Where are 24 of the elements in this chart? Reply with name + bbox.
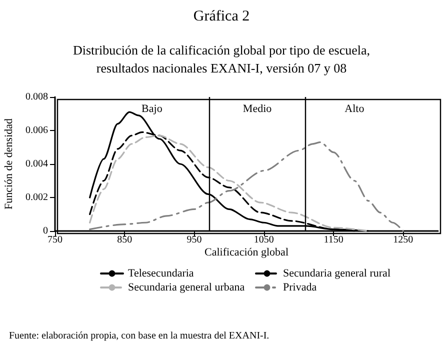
x-tick-label: 1150 xyxy=(324,234,344,246)
y-tick-label: 0.008 xyxy=(26,92,48,102)
x-tick-label: 750 xyxy=(48,234,62,246)
x-tick-label: 850 xyxy=(117,234,132,246)
annotation: Bajo xyxy=(142,103,163,115)
y-tick-label: 0 xyxy=(43,226,48,236)
x-tick-label: 1050 xyxy=(254,234,274,246)
chart-title: Gráfica 2 xyxy=(193,8,250,24)
y-tick-label: 0.004 xyxy=(26,158,48,170)
source-note: Fuente: elaboración propia, con base en la muestra del EXANI-I. xyxy=(9,330,270,342)
legend-label: Secundaria general urbana xyxy=(128,282,245,294)
x-axis-title: Calificación global xyxy=(204,246,288,258)
annotation: Alto xyxy=(344,103,365,115)
legend-label: Telesecundaria xyxy=(128,268,194,280)
annotation: Medio xyxy=(242,103,272,115)
line-series xyxy=(89,141,404,232)
y-tick-label: 0.006 xyxy=(26,125,48,136)
y-axis-title: Función de densidad xyxy=(3,118,16,210)
chart-subtitle: Distribución de la calificación global por tipo de escuela, resultados nacionales EXANI-I, versión 07 y 08 xyxy=(72,42,370,76)
legend-label: Secundaria general rural xyxy=(283,268,390,280)
x-tick-label: 1250 xyxy=(393,234,414,246)
y-tick-label: 0.002 xyxy=(26,192,48,203)
x-tick-label: 950 xyxy=(186,234,202,246)
legend-label: Privada xyxy=(283,282,317,294)
